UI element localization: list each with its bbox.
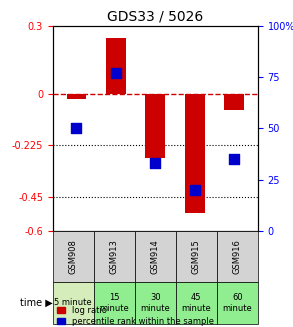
Bar: [224, 95, 244, 110]
FancyBboxPatch shape: [135, 282, 176, 324]
Bar: [145, 95, 165, 158]
Text: time ▶: time ▶: [20, 298, 53, 308]
FancyBboxPatch shape: [94, 231, 135, 282]
FancyBboxPatch shape: [53, 231, 94, 282]
FancyBboxPatch shape: [53, 282, 94, 324]
Text: 45
minute: 45 minute: [181, 293, 211, 313]
Point: [193, 187, 197, 192]
Point: [113, 71, 118, 76]
Title: GDS33 / 5026: GDS33 / 5026: [107, 9, 203, 24]
Point: [232, 157, 236, 162]
Text: 15
minute: 15 minute: [99, 293, 129, 313]
FancyBboxPatch shape: [135, 231, 176, 282]
FancyBboxPatch shape: [217, 282, 258, 324]
Text: GSM914: GSM914: [151, 239, 160, 274]
Bar: [185, 95, 205, 213]
Point: [74, 126, 79, 131]
FancyBboxPatch shape: [176, 282, 217, 324]
Text: 5 minute: 5 minute: [54, 298, 92, 307]
Text: 60
minute: 60 minute: [222, 293, 252, 313]
Bar: [106, 38, 126, 95]
Text: GSM913: GSM913: [110, 239, 119, 274]
Bar: [67, 95, 86, 99]
FancyBboxPatch shape: [94, 282, 135, 324]
FancyBboxPatch shape: [176, 231, 217, 282]
Legend: log ratio, percentile rank within the sample: log ratio, percentile rank within the sa…: [57, 306, 214, 326]
Point: [153, 161, 158, 166]
Text: GSM908: GSM908: [69, 239, 78, 274]
Text: GSM916: GSM916: [233, 239, 242, 274]
FancyBboxPatch shape: [217, 231, 258, 282]
Text: GSM915: GSM915: [192, 239, 201, 274]
Text: 30
minute: 30 minute: [140, 293, 170, 313]
